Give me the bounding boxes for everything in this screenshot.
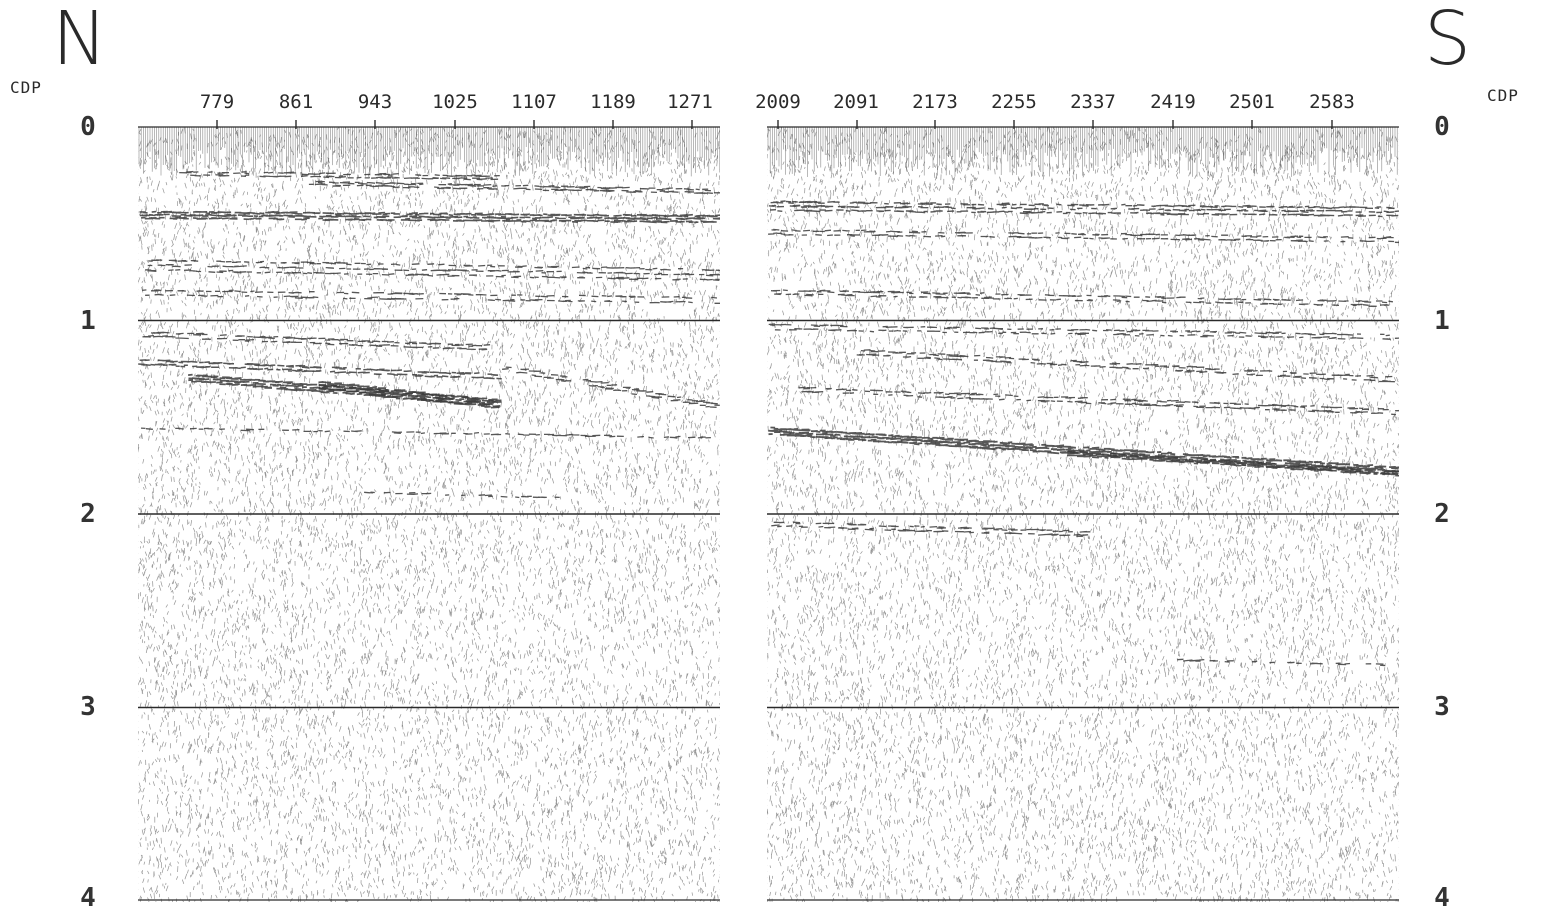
reflector-band (145, 259, 720, 282)
reflector-band (770, 289, 1393, 308)
reflector-band (856, 349, 1395, 383)
time-label-right-2: 2 (1434, 499, 1450, 529)
reflector-band (1067, 450, 1399, 477)
reflector-band (771, 521, 1091, 538)
cdp-axis-label-left: CDP (10, 78, 42, 97)
time-label-left-1: 1 (80, 306, 96, 336)
cdp-tick-label-left: 779 (199, 91, 235, 113)
time-label-left-4: 4 (80, 883, 96, 913)
cdp-tick-label-left: 1271 (667, 91, 713, 113)
cdp-tick-label-right: 2009 (755, 91, 801, 113)
time-label-right-3: 3 (1434, 692, 1450, 722)
cdp-tick-label-left: 861 (278, 91, 314, 113)
cdp-tick-label-right: 2583 (1309, 91, 1355, 113)
cdp-tick-label-right: 2173 (912, 91, 958, 113)
north-label: N (52, 0, 108, 82)
trace-comb-top (767, 127, 1398, 177)
time-label-left-3: 3 (80, 692, 96, 722)
cdp-tick-label-left: 943 (357, 91, 393, 113)
seismic-panel-south (767, 120, 1399, 902)
cdp-tick-label-right: 2337 (1070, 91, 1116, 113)
reflector-band (142, 331, 491, 351)
time-label-right-4: 4 (1434, 883, 1450, 913)
trace-comb-top (138, 127, 720, 177)
reflector-band (318, 381, 502, 409)
south-label: S (1424, 0, 1471, 82)
reflector-band (142, 289, 720, 304)
reflector-band (308, 180, 720, 194)
time-label-right-0: 0 (1434, 112, 1450, 142)
reflector-band (768, 426, 1399, 475)
cdp-axis-label-right: CDP (1487, 86, 1519, 105)
reflector-band (139, 210, 720, 224)
cdp-tick-label-right: 2501 (1229, 91, 1275, 113)
reflector-band (364, 491, 560, 499)
reflector-band (768, 200, 1399, 218)
cdp-tick-label-right: 2255 (991, 91, 1037, 113)
time-label-left-0: 0 (80, 112, 96, 142)
cdp-tick-label-right: 2419 (1150, 91, 1196, 113)
reflector-band (1177, 658, 1386, 667)
cdp-tick-label-left: 1189 (590, 91, 636, 113)
cdp-tick-label-left: 1107 (511, 91, 557, 113)
cdp-tick-label-left: 1025 (432, 91, 478, 113)
reflector-band (768, 323, 1399, 340)
cdp-tick-label-right: 2091 (833, 91, 879, 113)
reflector-band (768, 228, 1399, 244)
reflector-band (798, 386, 1399, 416)
reflector-band (502, 366, 720, 408)
seismic-panel-north (138, 120, 720, 902)
reflector-band (140, 427, 711, 439)
reflector-band (138, 359, 502, 380)
seismic-panel-north-canvas (138, 120, 720, 902)
time-label-right-1: 1 (1434, 306, 1450, 336)
seismic-panel-south-canvas (767, 120, 1399, 902)
time-label-left-2: 2 (80, 499, 96, 529)
reflector-band (179, 170, 500, 181)
